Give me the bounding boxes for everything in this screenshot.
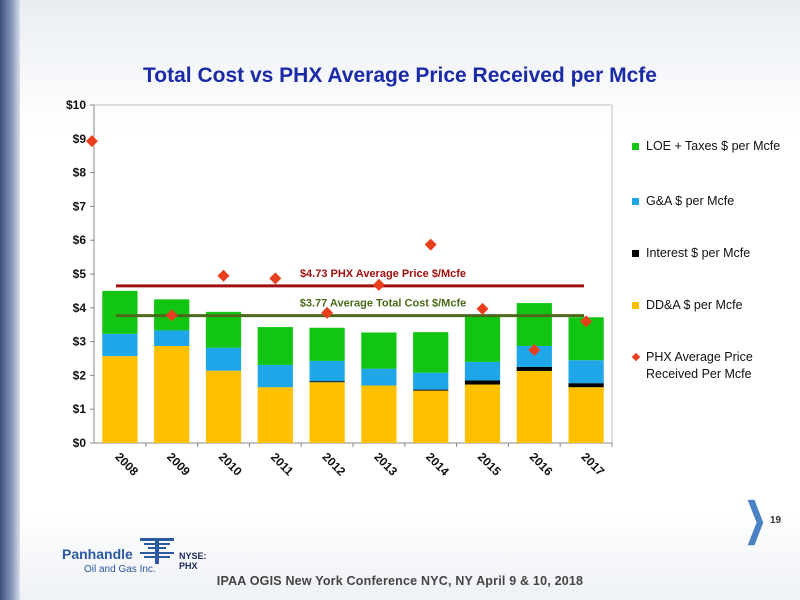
y-tick-label: $5 <box>73 267 87 281</box>
x-tick-label-2010: 2010 <box>216 450 245 479</box>
x-tick-label-2008: 2008 <box>112 450 141 479</box>
legend-label-interest: Interest $ per Mcfe <box>646 246 751 260</box>
bar-dda-2008 <box>102 356 138 443</box>
x-tick-label-2014: 2014 <box>423 450 452 479</box>
bar-interest-2017 <box>568 383 604 388</box>
x-tick-label-2011: 2011 <box>268 450 297 479</box>
bar-loe-2010 <box>205 311 242 348</box>
bar-ga-2017 <box>568 360 604 384</box>
bar-ga-2009 <box>154 330 190 346</box>
reference-lines: $4.73 PHX Average Price $/Mcfe $3.77 Aver… <box>116 268 584 318</box>
x-tick-label-2015: 2015 <box>475 450 504 479</box>
logo-mark-icon <box>140 538 174 564</box>
bar-dda-2015 <box>464 384 501 443</box>
price-markers <box>85 135 593 357</box>
price-marker-2009 <box>165 309 178 322</box>
reference-line-label-1: $3.77 Average Total Cost $/Mcfe <box>300 298 467 310</box>
price-marker-2012 <box>321 306 334 319</box>
bar-dda-2014 <box>413 390 449 443</box>
bar-ga-2015 <box>464 361 501 381</box>
bar-ga-2014 <box>413 372 449 390</box>
bar-interest-2016 <box>516 366 552 372</box>
bar-dda-2013 <box>361 385 397 443</box>
x-tick-label-2012: 2012 <box>320 450 349 479</box>
price-marker-2014 <box>424 238 437 251</box>
slide-background <box>20 0 800 600</box>
tick-labels: $0 $1 $2 $3 $4 $5 $6 $7 $8 $9 $10 2008 2009 2010 2011 2… <box>66 98 608 479</box>
price-marker-2011 <box>269 272 282 285</box>
y-tick-label: $8 <box>73 166 87 180</box>
bar-dda-2011 <box>257 387 293 443</box>
x-tick-label-2017: 2017 <box>579 450 608 479</box>
left-accent-bar <box>0 0 20 600</box>
bar-interest-2014 <box>413 389 449 391</box>
legend-swatch-loe <box>632 143 639 150</box>
footer-text: IPAA OGIS New York Conference NYC, NY Ap… <box>216 574 584 588</box>
bar-ga-2016 <box>516 345 552 367</box>
y-tick-label: $4 <box>73 301 87 315</box>
y-tick-label: $2 <box>73 368 87 382</box>
price-marker-2013 <box>372 278 385 291</box>
x-tick-label-2013: 2013 <box>371 450 400 479</box>
company-logo: Panhandle Oil and Gas Inc. NYSE: PHX <box>62 534 222 584</box>
logo-name: Panhandle <box>62 546 133 562</box>
bar-dda-2009 <box>154 345 190 443</box>
bar-ga-2012 <box>309 360 345 382</box>
legend-label-price: PHX Average Price Received Per Mcfe <box>646 350 753 381</box>
page-number: 19 <box>770 515 782 526</box>
legend-swatch-dda <box>632 302 639 309</box>
bar-ga-2011 <box>257 364 293 388</box>
legend-swatch-interest <box>632 250 639 257</box>
price-marker-2010 <box>217 269 230 282</box>
y-tick-label: $0 <box>73 436 87 450</box>
bar-dda-2010 <box>205 370 242 443</box>
logo-subtitle: Oil and Gas Inc. <box>84 564 156 575</box>
bar-loe-2013 <box>361 332 397 369</box>
y-tick-label: $3 <box>73 335 87 349</box>
y-tick-label: $6 <box>73 233 87 247</box>
y-tick-label: $1 <box>73 402 87 416</box>
legend-label-dda: DD&A $ per Mcfe <box>646 298 743 312</box>
bar-loe-2008 <box>102 290 138 334</box>
bars <box>102 290 604 443</box>
legend-label-loe: LOE + Taxes $ per Mcfe <box>646 139 781 153</box>
price-marker-2017 <box>580 315 593 328</box>
y-tick-label: $7 <box>73 199 87 213</box>
x-tick-label-2009: 2009 <box>164 450 193 479</box>
bar-interest-2012 <box>309 381 345 383</box>
bar-dda-2016 <box>516 371 552 443</box>
bar-ga-2008 <box>102 333 138 357</box>
legend-swatch-ga <box>632 198 639 205</box>
price-marker-2015 <box>476 302 489 315</box>
reference-line-label-0: $4.73 PHX Average Price $/Mcfe <box>300 268 466 280</box>
bar-loe-2012 <box>309 327 345 361</box>
bar-loe-2016 <box>516 303 552 346</box>
bar-interest-2015 <box>464 380 501 385</box>
y-tick-label: $10 <box>66 98 86 112</box>
price-marker-2016 <box>528 344 541 357</box>
chart-title: Total Cost vs PHX Average Price Received… <box>143 64 657 87</box>
bar-ga-2013 <box>361 368 397 386</box>
bar-dda-2012 <box>309 382 345 443</box>
legend-label-ga: G&A $ per Mcfe <box>646 194 735 208</box>
bar-loe-2015 <box>464 315 501 362</box>
y-tick-label: $9 <box>73 132 87 146</box>
bar-loe-2011 <box>257 327 293 365</box>
price-marker-2008 <box>85 135 98 148</box>
logo-ticker: NYSE: PHX <box>179 551 207 571</box>
next-slide-chevron-icon[interactable]: ❯ <box>744 495 767 544</box>
x-tick-label-2016: 2016 <box>527 450 556 479</box>
bar-ga-2010 <box>205 347 242 371</box>
bar-dda-2017 <box>568 387 604 443</box>
bar-loe-2014 <box>413 332 449 373</box>
